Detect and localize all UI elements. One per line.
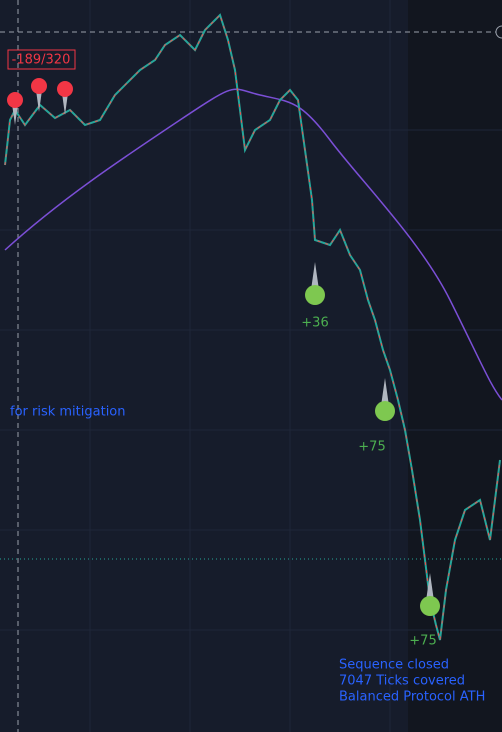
exit-markers — [305, 262, 440, 616]
side-note: for risk mitigation — [10, 405, 126, 420]
counter-box — [7, 49, 76, 70]
trade-label: +75 — [358, 440, 385, 455]
summary-line: Balanced Protocol ATH — [339, 690, 485, 705]
summary-line: 7047 Ticks covered — [339, 674, 465, 689]
price-candles-down — [4, 14, 501, 641]
entry-markers — [7, 78, 73, 125]
counter: -189/320 — [12, 53, 71, 68]
summary-line: Sequence closed — [339, 658, 449, 673]
trade-label: +75 — [409, 634, 436, 649]
crosshair-icon[interactable] — [495, 25, 502, 39]
trade-label: +36 — [301, 316, 328, 331]
moving-average — [4, 88, 502, 401]
shaded-zone — [408, 0, 502, 732]
